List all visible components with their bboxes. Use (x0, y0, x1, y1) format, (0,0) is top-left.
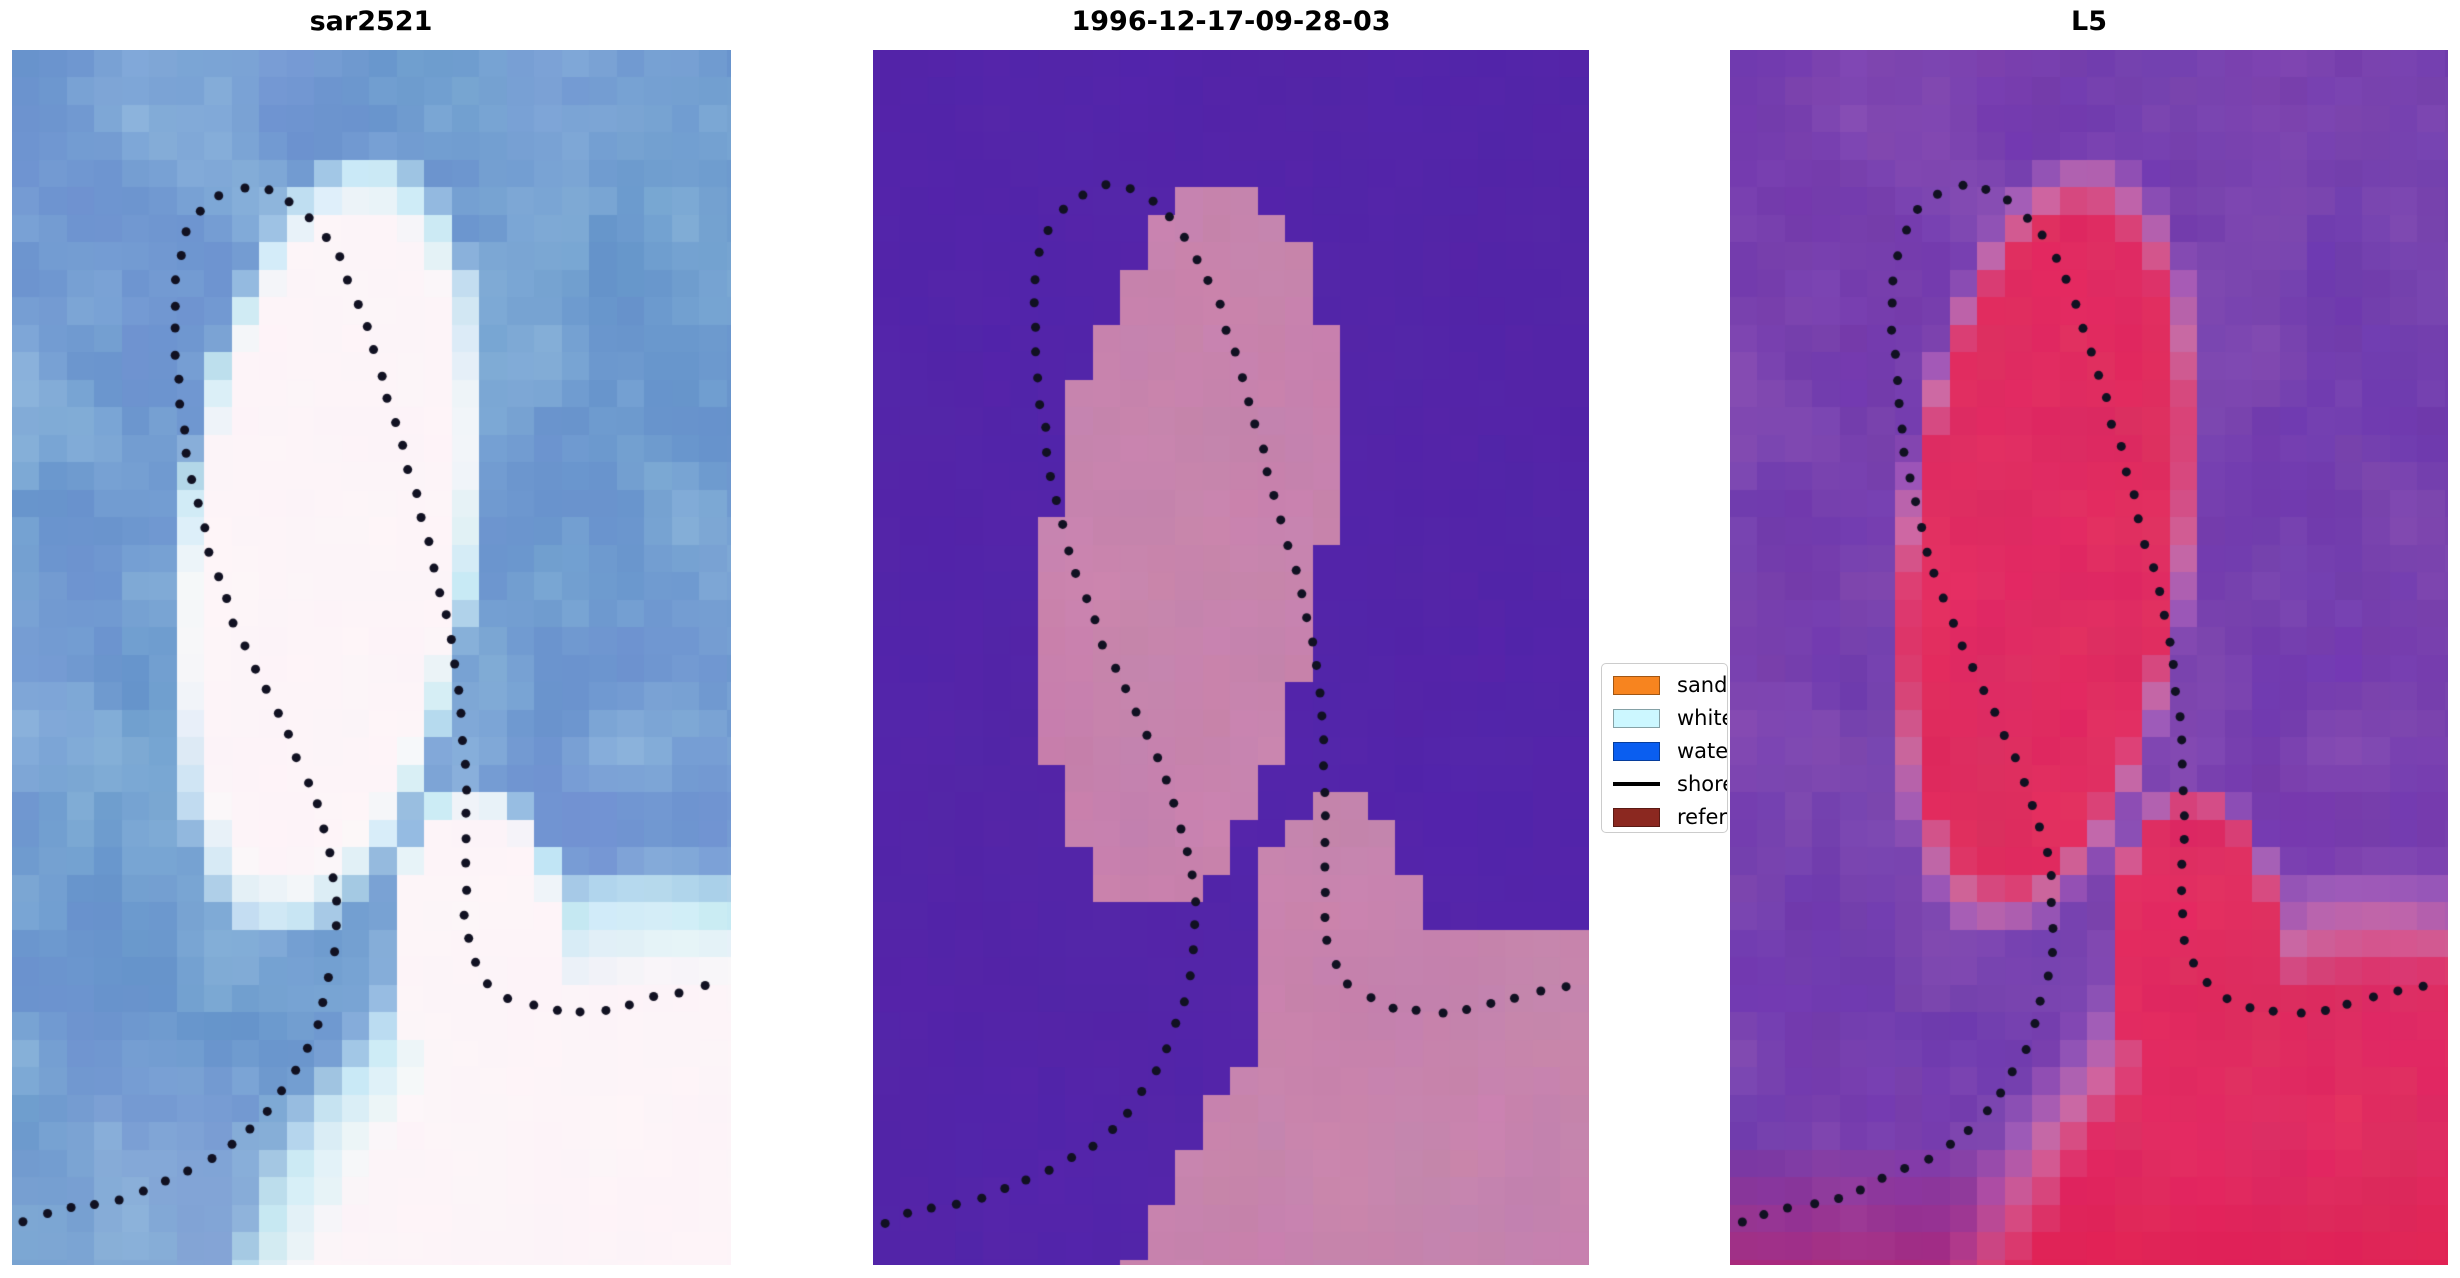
legend-label-water: water (1677, 738, 1728, 763)
classified-shoreline-overlay (873, 50, 1589, 1265)
legend-item-reference-shoreline: reference shoreline (1613, 802, 1727, 832)
reference-shoreline-color-swatch (1613, 807, 1660, 827)
whitewater-color-swatch (1613, 708, 1660, 728)
panel-classified[interactable] (873, 50, 1589, 1265)
legend-item-sand: sand (1613, 670, 1727, 700)
legend-item-water: water (1613, 736, 1728, 766)
panel-title-l5: L5 (2071, 6, 2107, 37)
water-color-swatch (1613, 741, 1660, 761)
legend-label-reference-shoreline: reference shoreline (1677, 804, 1727, 829)
l5-shoreline-overlay (1730, 50, 2448, 1265)
panel-title-sar: sar2521 (309, 6, 433, 37)
legend-label-whitewater: whitewater (1677, 705, 1727, 730)
panel-sar[interactable] (12, 50, 731, 1265)
legend: sand whitewater water shoreline referenc… (1601, 663, 1728, 833)
legend-item-shoreline: shoreline (1613, 769, 1727, 799)
panel-l5[interactable] (1730, 50, 2448, 1265)
shoreline-line-swatch (1613, 775, 1660, 794)
legend-label-sand: sand (1677, 672, 1728, 697)
sar-shoreline-overlay (12, 50, 731, 1265)
legend-item-whitewater: whitewater (1613, 703, 1727, 733)
sand-color-swatch (1613, 675, 1660, 695)
panel-title-classified: 1996-12-17-09-28-03 (1071, 6, 1391, 37)
legend-label-shoreline: shoreline (1677, 771, 1727, 796)
